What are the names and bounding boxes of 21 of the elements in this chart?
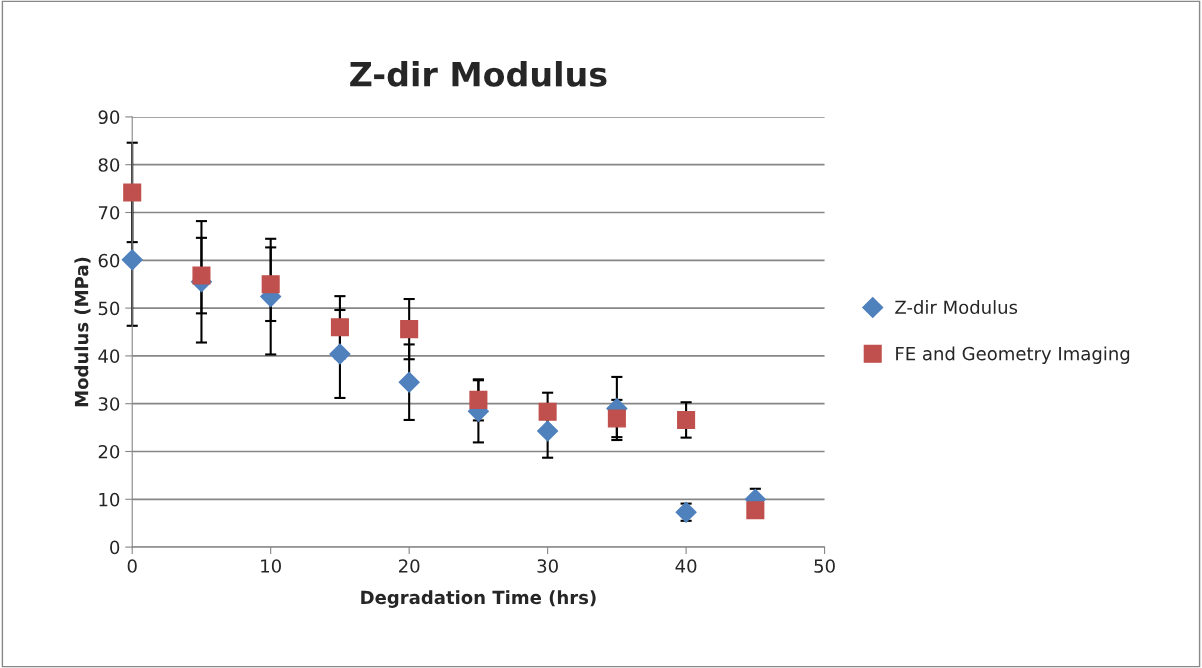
y-tick-label: 60 [98,253,120,268]
y-tick-label: 70 [98,205,120,220]
y-tick-label: 90 [98,110,120,125]
y-tick-label: 80 [98,158,120,172]
y-tick-label: 10 [99,492,120,507]
y-tick-label: 30 [98,397,120,411]
y-tick-label: 0 [110,540,120,555]
y-axis-title: Modulus (MPa) [74,257,91,407]
y-tick-label: 40 [98,349,120,364]
x-tick-label: 40 [675,559,697,573]
x-tick-label: 10 [261,559,281,573]
legend-label: Z-dir Modulus [895,300,1018,315]
x-tick-label: 30 [537,559,558,573]
x-tick-label: 20 [399,559,420,573]
x-tick-label: 0 [127,559,137,573]
y-tick-label: 20 [98,444,120,459]
legend-label: FE and Geometry Imaging [896,346,1130,364]
chart-title: Z-dir Modulus [350,61,607,87]
x-axis-title: Degradation Time (hrs) [361,590,596,608]
y-tick-label: 50 [98,301,120,316]
x-tick-label: 50 [814,559,835,573]
